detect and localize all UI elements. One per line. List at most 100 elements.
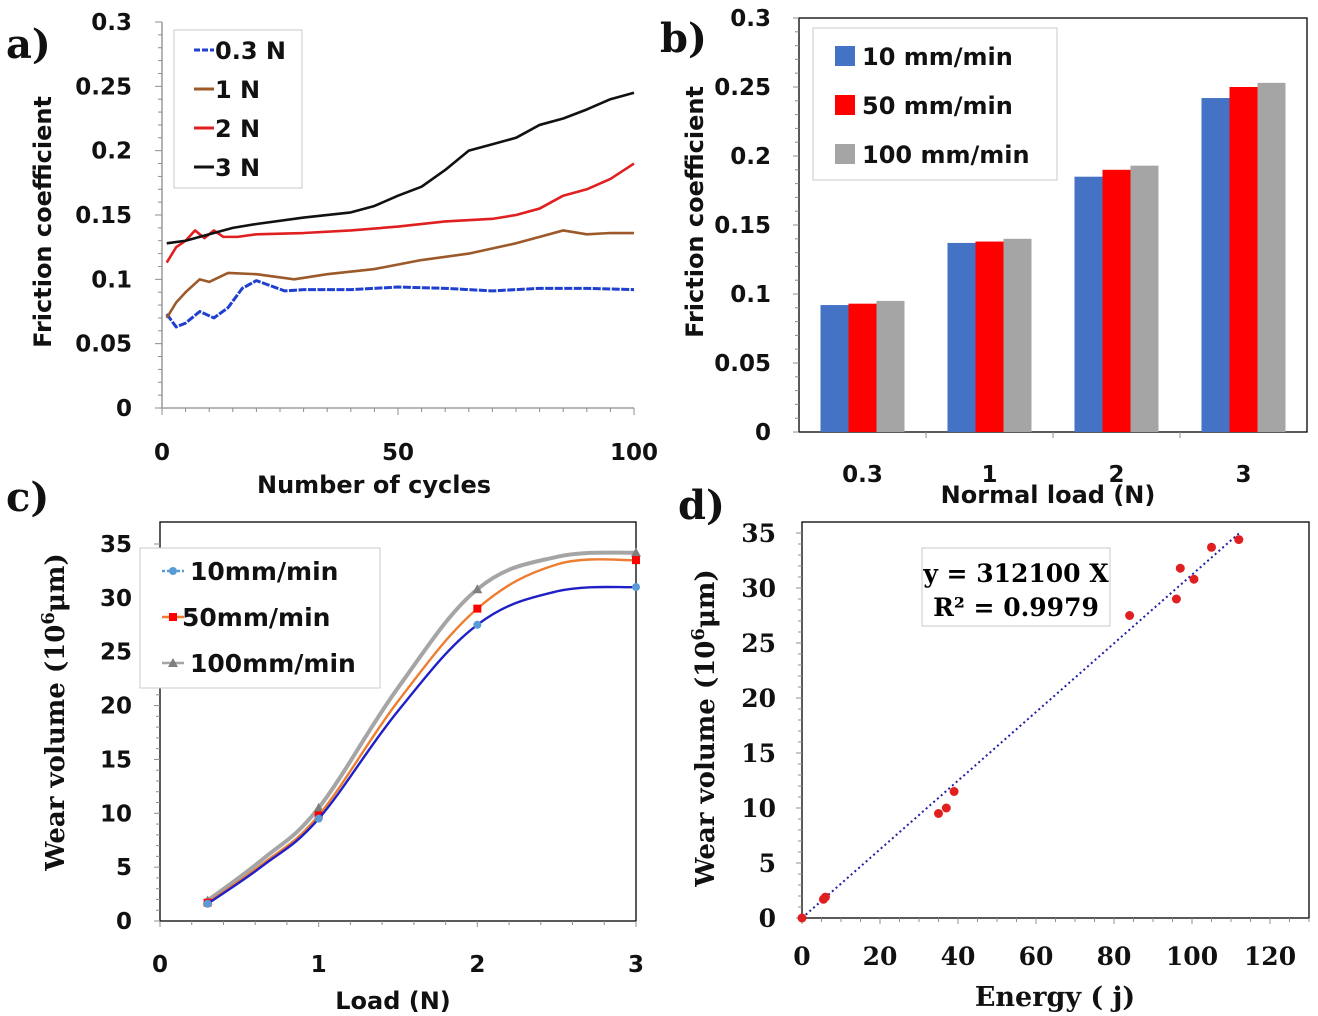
a-series-line-2 (165, 162, 635, 264)
c-data-marker (631, 547, 641, 557)
c-y-axis-label-main: Wear volume (10 (41, 625, 71, 872)
chart-a-friction-vs-cycles: 0 0.05 0.1 0.15 0.2 0.25 0.3 0 50 100 Number of cy… (29, 10, 658, 499)
d-data-point (949, 787, 959, 796)
d-equation-box (921, 547, 1111, 627)
a-y-axis-label: Friction coefficient (29, 96, 57, 348)
d-data-point (1234, 535, 1244, 545)
b-bar (1229, 87, 1258, 432)
b-y-tick-label: 0.1 (730, 282, 771, 308)
d-x-tick-label: 120 (1244, 942, 1296, 971)
c-x-tick-label: 2 (469, 952, 485, 978)
c-data-marker (473, 620, 482, 629)
b-x-axis-label: Normal load (N) (941, 481, 1156, 509)
b-x-tick-label: 1 (981, 462, 997, 488)
c-y-tick-label: 5 (116, 855, 132, 881)
d-x-tick-label: 0 (793, 942, 810, 971)
c-y-tick-label: 20 (100, 694, 132, 720)
a-legend-label: 1 N (215, 76, 260, 104)
b-y-tick-label: 0.25 (714, 75, 771, 101)
d-y-axis-label-main: Wear volume (10 (691, 641, 721, 888)
b-y-axis-label: Friction coefficient (681, 86, 709, 338)
c-series-line-2 (206, 550, 637, 903)
d-data-point (1207, 542, 1216, 552)
b-bar (848, 303, 877, 432)
chart-d-wear-vs-energy: 0 5 10 15 20 25 30 35 0 20 40 60 80 100 120 Energy ( j)… (688, 519, 1310, 1013)
c-x-tick-label: 1 (311, 952, 327, 978)
d-x-tick-label: 40 (941, 942, 976, 971)
d-data-point (1171, 594, 1181, 604)
d-data-point (1175, 563, 1185, 573)
a-y-tick-label: 0.25 (75, 74, 132, 100)
b-bar (820, 305, 849, 432)
a-legend-label: 0.3 N (215, 37, 286, 65)
d-data-point (1125, 611, 1135, 620)
b-legend-label: 100 mm/min (862, 141, 1030, 169)
a-y-tick-label: 0.2 (91, 139, 132, 165)
d-x-tick-label: 80 (1097, 942, 1132, 971)
b-x-tick-label: 3 (1235, 462, 1251, 488)
a-y-tick-label: 0.3 (91, 10, 132, 36)
c-y-tick-label: 10 (100, 801, 132, 827)
b-bar (1074, 176, 1103, 432)
b-y-tick-label: 0 (755, 420, 771, 446)
a-series-line-3 (166, 91, 635, 245)
c-legend-swatch-marker (168, 658, 178, 667)
c-legend-swatch-marker (169, 613, 177, 621)
d-x-tick-label: 60 (1019, 942, 1054, 971)
c-data-marker (314, 814, 323, 823)
d-y-axis-label-unit: μm) (691, 569, 721, 628)
c-y-axis-label-unit: μm) (41, 553, 71, 612)
b-bar (1201, 98, 1230, 432)
b-bar (876, 300, 905, 432)
d-y-axis-label-sup: 6 (688, 628, 709, 641)
d-data-point (941, 803, 951, 813)
a-x-tick-label: 50 (382, 440, 414, 466)
c-y-axis-label: Wear volume (106μm) (38, 553, 71, 871)
c-legend-label: 100mm/min (190, 649, 356, 678)
b-y-tick-label: 0.15 (714, 213, 771, 239)
d-data-point (797, 913, 807, 923)
c-data-marker (472, 584, 483, 594)
c-series-line-1 (206, 558, 637, 904)
b-legend-label: 50 mm/min (862, 92, 1013, 120)
c-y-axis-label-sup: 6 (38, 612, 59, 625)
c-y-tick-label: 30 (100, 586, 132, 612)
a-legend-box (173, 29, 303, 189)
c-data-marker (632, 556, 640, 565)
c-y-tick-label: 35 (100, 532, 132, 558)
d-r2-label: R² = 0.9979 (933, 593, 1099, 622)
b-bar (975, 241, 1004, 432)
b-legend-swatch (835, 144, 855, 164)
c-data-marker (632, 583, 640, 592)
a-y-tick-label: 0 (116, 396, 132, 422)
panel-label-c: c) (6, 474, 49, 521)
c-series-line-0 (206, 585, 637, 905)
d-equation-label: y = 312100 X (922, 559, 1109, 588)
a-series-line-0 (165, 279, 635, 329)
d-y-axis-label: Wear volume (106μm) (688, 569, 721, 887)
c-plot-frame (159, 521, 637, 922)
a-series-line-1 (165, 229, 634, 319)
a-legend-label: 2 N (215, 115, 260, 143)
d-x-axis-label: Energy ( j) (975, 982, 1135, 1013)
b-legend-swatch (835, 46, 855, 66)
a-y-tick-label: 0.05 (75, 332, 132, 358)
b-bar (1130, 165, 1159, 432)
d-trendline (801, 532, 1240, 919)
panel-label-d: d) (678, 482, 725, 529)
d-y-tick-label: 15 (741, 739, 776, 768)
b-x-tick-label: 2 (1108, 462, 1124, 488)
c-data-marker (473, 604, 482, 613)
b-y-tick-label: 0.2 (730, 144, 771, 170)
d-data-point (820, 892, 830, 902)
c-y-tick-label: 0 (116, 909, 132, 935)
a-y-tick-label: 0.15 (75, 203, 132, 229)
d-x-tick-label: 20 (863, 942, 898, 971)
panel-label-a: a) (6, 21, 51, 68)
b-bar (1003, 238, 1032, 432)
d-y-tick-label: 20 (741, 684, 776, 713)
a-x-axis-label: Number of cycles (257, 471, 491, 499)
b-bar (1102, 169, 1131, 433)
d-y-tick-label: 30 (741, 574, 776, 603)
